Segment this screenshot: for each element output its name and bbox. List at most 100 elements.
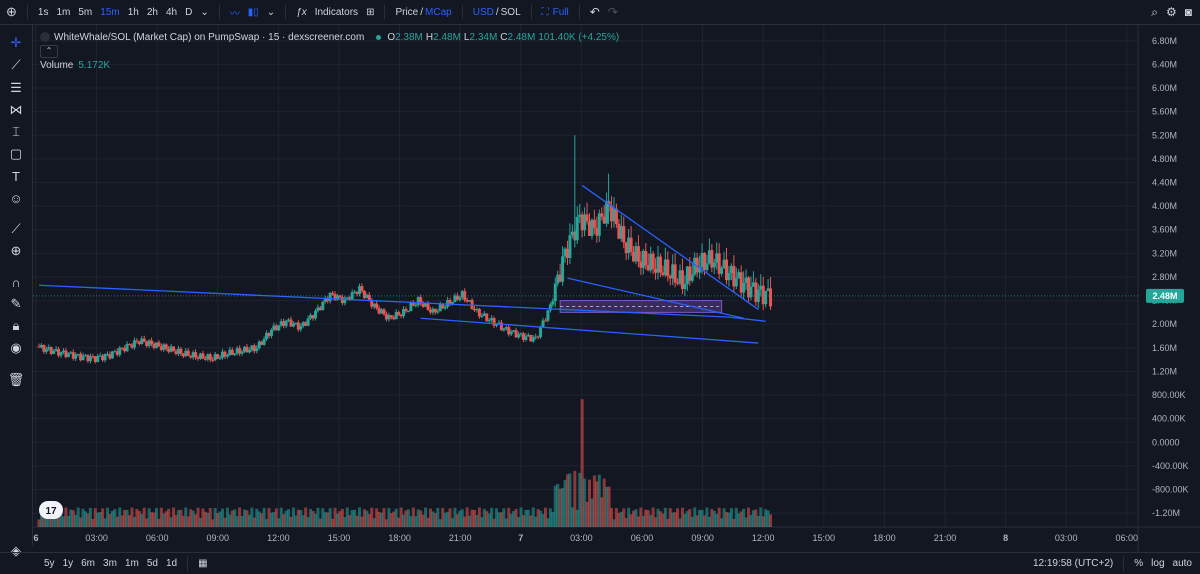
range-group: 5y 1y 6m 3m 1m 5d 1d bbox=[0, 558, 181, 569]
mcap-toggle[interactable]: MCap bbox=[425, 6, 452, 18]
volume-bar bbox=[331, 518, 335, 527]
fib-icon[interactable]: ☰ bbox=[10, 80, 22, 95]
price-chart[interactable]: 6.80M 6.40M 6.00M 5.60M 5.20M 4.80M 4.40M 4.00M… bbox=[33, 25, 1200, 552]
volume-bar bbox=[223, 517, 227, 527]
volume-bar bbox=[658, 511, 662, 527]
volume-bar bbox=[463, 516, 467, 527]
divider bbox=[26, 5, 28, 19]
crosshair-icon[interactable]: ✛ bbox=[10, 35, 22, 50]
volume-bar bbox=[524, 509, 528, 527]
indicators-icon[interactable]: ƒx bbox=[296, 6, 307, 18]
volume-bar bbox=[81, 508, 85, 527]
range-6m[interactable]: 6m bbox=[81, 558, 96, 569]
volume-bar bbox=[243, 509, 247, 527]
log-toggle[interactable]: log bbox=[1151, 558, 1165, 569]
settings-icon[interactable]: ⚙ bbox=[1165, 5, 1177, 19]
range-5d[interactable]: 5d bbox=[146, 558, 158, 569]
volume-bar bbox=[460, 509, 464, 527]
candle-body bbox=[433, 308, 437, 313]
timeframe-5m[interactable]: 5m bbox=[78, 6, 93, 18]
divider bbox=[285, 5, 287, 19]
volume-bar bbox=[529, 515, 533, 527]
eye-icon[interactable]: ◉ bbox=[10, 340, 22, 355]
candle-type-icon[interactable]: ▮▯ bbox=[247, 6, 259, 18]
timeframe-15m[interactable]: 15m bbox=[100, 6, 120, 18]
collapse-legend-icon[interactable]: ⌃ bbox=[40, 44, 58, 58]
full-button[interactable]: Full bbox=[552, 6, 569, 18]
price-toggle[interactable]: Price bbox=[395, 6, 419, 18]
candle-body bbox=[475, 309, 479, 311]
measure-icon[interactable]: ⌶ bbox=[12, 124, 20, 139]
pattern-icon[interactable]: ⋈ bbox=[9, 102, 23, 117]
candle-body bbox=[707, 250, 711, 264]
lock-icon[interactable]: 🔒︎ bbox=[12, 318, 20, 333]
range-3m[interactable]: 3m bbox=[103, 558, 117, 569]
rectangle-icon[interactable]: ▢ bbox=[9, 146, 23, 161]
redo-icon[interactable]: ↷ bbox=[607, 5, 618, 19]
timeframe-4h[interactable]: 4h bbox=[165, 6, 178, 18]
volume-bar bbox=[343, 517, 347, 527]
timeframe-D[interactable]: D bbox=[185, 6, 193, 18]
candle-body bbox=[323, 298, 327, 302]
percent-toggle[interactable]: % bbox=[1134, 558, 1144, 569]
range-1y[interactable]: 1y bbox=[62, 558, 74, 569]
candle-body bbox=[693, 257, 697, 275]
camera-icon[interactable]: ◙ bbox=[1184, 5, 1192, 19]
volume-bar bbox=[446, 511, 450, 527]
volume-bar bbox=[563, 480, 567, 527]
text-tool-icon[interactable]: T bbox=[12, 168, 20, 184]
indicators-button[interactable]: Indicators bbox=[314, 6, 359, 18]
magnet-icon[interactable]: ∩ bbox=[11, 274, 21, 290]
add-symbol-icon[interactable]: ⊕ bbox=[6, 4, 17, 19]
volume-bar bbox=[473, 510, 477, 527]
timeframe-2h[interactable]: 2h bbox=[146, 6, 158, 18]
legend-title[interactable]: WhiteWhale/SOL (Market Cap) on PumpSwap … bbox=[54, 31, 365, 43]
usd-toggle[interactable]: USD bbox=[472, 6, 494, 18]
candle-body bbox=[343, 298, 347, 304]
lock-drawing-icon[interactable]: ✎ bbox=[10, 296, 22, 311]
volume-bar bbox=[167, 508, 171, 527]
range-1m[interactable]: 1m bbox=[124, 558, 139, 569]
volume-bar bbox=[492, 518, 496, 527]
volume-bar bbox=[233, 509, 237, 527]
candle-body bbox=[387, 315, 391, 320]
chart-type-dropdown-icon[interactable]: ⌄ bbox=[266, 6, 276, 18]
candle-body bbox=[485, 313, 489, 322]
timeframe-1s[interactable]: 1s bbox=[37, 6, 49, 18]
volume-bar bbox=[59, 509, 63, 527]
auto-toggle[interactable]: auto bbox=[1172, 558, 1192, 569]
range-5y[interactable]: 5y bbox=[44, 558, 55, 569]
layers-icon[interactable]: ◈ bbox=[11, 543, 21, 558]
date-range-icon[interactable]: ▦ bbox=[198, 558, 208, 569]
volume-bar bbox=[152, 512, 156, 527]
candle-body bbox=[473, 309, 477, 311]
timeframe-1m[interactable]: 1m bbox=[56, 6, 71, 18]
divider bbox=[530, 5, 532, 19]
clock[interactable]: 12:19:58 (UTC+2) bbox=[1032, 558, 1114, 569]
search-icon[interactable]: ⌕ bbox=[1151, 4, 1158, 19]
line-chart-icon[interactable]: 〰 bbox=[229, 8, 240, 20]
undo-icon[interactable]: ↶ bbox=[589, 5, 600, 19]
candle-body bbox=[198, 353, 202, 359]
volume-bar bbox=[649, 514, 653, 527]
timeframe-dropdown-icon[interactable]: ⌄ bbox=[200, 6, 209, 18]
volume-bar bbox=[130, 507, 134, 527]
emoji-icon[interactable]: ☺ bbox=[9, 190, 23, 206]
bottom-toolbar: 5y 1y 6m 3m 1m 5d 1d ▦ 12:19:58 (UTC+2) % log … bbox=[0, 552, 1200, 574]
fullscreen-icon[interactable]: ⛶ bbox=[541, 6, 549, 18]
trendline-icon[interactable]: ⟋ bbox=[11, 57, 21, 72]
layout-icon[interactable]: ⊞ bbox=[366, 6, 375, 18]
last-price-badge bbox=[1146, 288, 1184, 303]
timeframe-1h[interactable]: 1h bbox=[127, 6, 139, 18]
candle-body bbox=[695, 257, 699, 273]
trash-icon[interactable]: 🗑︎ bbox=[7, 372, 25, 387]
candle-body bbox=[492, 318, 496, 326]
zoom-icon[interactable]: ⊕ bbox=[10, 243, 22, 258]
volume-bar bbox=[387, 507, 391, 527]
candle-body bbox=[340, 297, 344, 304]
range-1d[interactable]: 1d bbox=[165, 558, 178, 569]
sol-toggle[interactable]: SOL bbox=[500, 6, 521, 18]
candle-body bbox=[380, 309, 384, 314]
candle-body bbox=[37, 346, 41, 348]
ruler-icon[interactable]: ⟋ bbox=[11, 221, 21, 236]
